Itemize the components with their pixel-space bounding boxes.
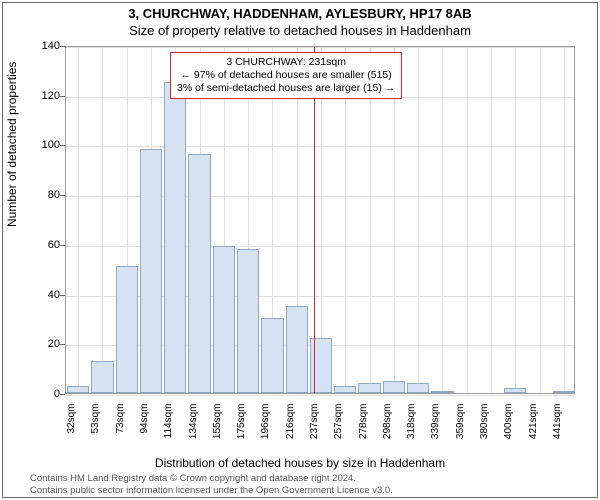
chart-title-2: Size of property relative to detached ho… bbox=[0, 21, 600, 38]
y-axis-label: Number of detached properties bbox=[5, 62, 19, 227]
gridline-v bbox=[102, 47, 103, 393]
chart-container: 3, CHURCHWAY, HADDENHAM, AYLESBURY, HP17… bbox=[0, 0, 600, 500]
x-tick-label: 359sqm bbox=[455, 404, 466, 444]
y-tick-label: 100 bbox=[30, 139, 60, 151]
histogram-bar bbox=[237, 249, 259, 393]
x-tick-label: 339sqm bbox=[430, 404, 441, 444]
y-tick-mark bbox=[60, 96, 65, 97]
x-tick-label: 216sqm bbox=[285, 404, 296, 444]
x-tick-label: 380sqm bbox=[479, 404, 490, 444]
y-tick-mark bbox=[60, 245, 65, 246]
gridline-h bbox=[66, 146, 574, 147]
x-tick-label: 318sqm bbox=[406, 404, 417, 444]
histogram-bar bbox=[334, 386, 356, 393]
y-tick-label: 0 bbox=[30, 388, 60, 400]
x-tick-label: 257sqm bbox=[333, 404, 344, 444]
histogram-bar bbox=[164, 82, 186, 393]
x-tick-label: 155sqm bbox=[212, 404, 223, 444]
histogram-bar bbox=[431, 391, 453, 393]
gridline-v bbox=[491, 47, 492, 393]
y-tick-label: 40 bbox=[30, 289, 60, 301]
x-tick-label: 196sqm bbox=[260, 404, 271, 444]
gridline-v bbox=[467, 47, 468, 393]
y-tick-label: 140 bbox=[30, 40, 60, 52]
gridline-v bbox=[418, 47, 419, 393]
histogram-bar bbox=[188, 154, 210, 393]
histogram-bar bbox=[286, 306, 308, 393]
x-axis-label: Distribution of detached houses by size … bbox=[0, 456, 600, 470]
y-tick-mark bbox=[60, 145, 65, 146]
y-tick-label: 60 bbox=[30, 239, 60, 251]
gridline-v bbox=[78, 47, 79, 393]
x-tick-label: 32sqm bbox=[66, 404, 77, 444]
histogram-bar bbox=[383, 381, 405, 393]
histogram-bar bbox=[213, 246, 235, 393]
histogram-bar bbox=[261, 318, 283, 393]
y-tick-mark bbox=[60, 46, 65, 47]
annotation-box: 3 CHURCHWAY: 231sqm← 97% of detached hou… bbox=[170, 52, 402, 99]
histogram-bar bbox=[504, 388, 526, 393]
histogram-bar bbox=[140, 149, 162, 393]
x-tick-label: 73sqm bbox=[115, 404, 126, 444]
chart-title-1: 3, CHURCHWAY, HADDENHAM, AYLESBURY, HP17… bbox=[0, 0, 600, 21]
histogram-bar bbox=[310, 338, 332, 393]
x-tick-label: 134sqm bbox=[188, 404, 199, 444]
x-tick-label: 421sqm bbox=[528, 404, 539, 444]
gridline-v bbox=[564, 47, 565, 393]
x-tick-label: 175sqm bbox=[236, 404, 247, 444]
histogram-bar bbox=[67, 386, 89, 393]
gridline-v bbox=[515, 47, 516, 393]
footer: Contains HM Land Registry data © Crown c… bbox=[30, 473, 393, 496]
x-tick-label: 114sqm bbox=[163, 404, 174, 444]
x-tick-label: 441sqm bbox=[552, 404, 563, 444]
histogram-bar bbox=[358, 383, 380, 393]
gridline-v bbox=[442, 47, 443, 393]
gridline-h bbox=[66, 47, 574, 48]
y-tick-mark bbox=[60, 344, 65, 345]
x-tick-label: 94sqm bbox=[139, 404, 150, 444]
histogram-bar bbox=[116, 266, 138, 393]
footer-line-1: Contains HM Land Registry data © Crown c… bbox=[30, 473, 393, 484]
x-tick-label: 237sqm bbox=[309, 404, 320, 444]
x-tick-label: 53sqm bbox=[90, 404, 101, 444]
y-tick-label: 120 bbox=[30, 90, 60, 102]
x-tick-label: 400sqm bbox=[503, 404, 514, 444]
x-tick-label: 298sqm bbox=[382, 404, 393, 444]
y-tick-mark bbox=[60, 394, 65, 395]
gridline-v bbox=[540, 47, 541, 393]
histogram-bar bbox=[553, 391, 575, 393]
histogram-bar bbox=[91, 361, 113, 393]
y-tick-mark bbox=[60, 195, 65, 196]
y-tick-mark bbox=[60, 295, 65, 296]
annotation-line: 3 CHURCHWAY: 231sqm bbox=[177, 56, 395, 69]
x-tick-label: 278sqm bbox=[358, 404, 369, 444]
y-tick-label: 20 bbox=[30, 338, 60, 350]
footer-line-2: Contains public sector information licen… bbox=[30, 485, 393, 496]
histogram-bar bbox=[407, 383, 429, 393]
gridline-h bbox=[66, 395, 574, 396]
y-tick-label: 80 bbox=[30, 189, 60, 201]
annotation-line: ← 97% of detached houses are smaller (51… bbox=[177, 69, 395, 82]
annotation-line: 3% of semi-detached houses are larger (1… bbox=[177, 82, 395, 95]
